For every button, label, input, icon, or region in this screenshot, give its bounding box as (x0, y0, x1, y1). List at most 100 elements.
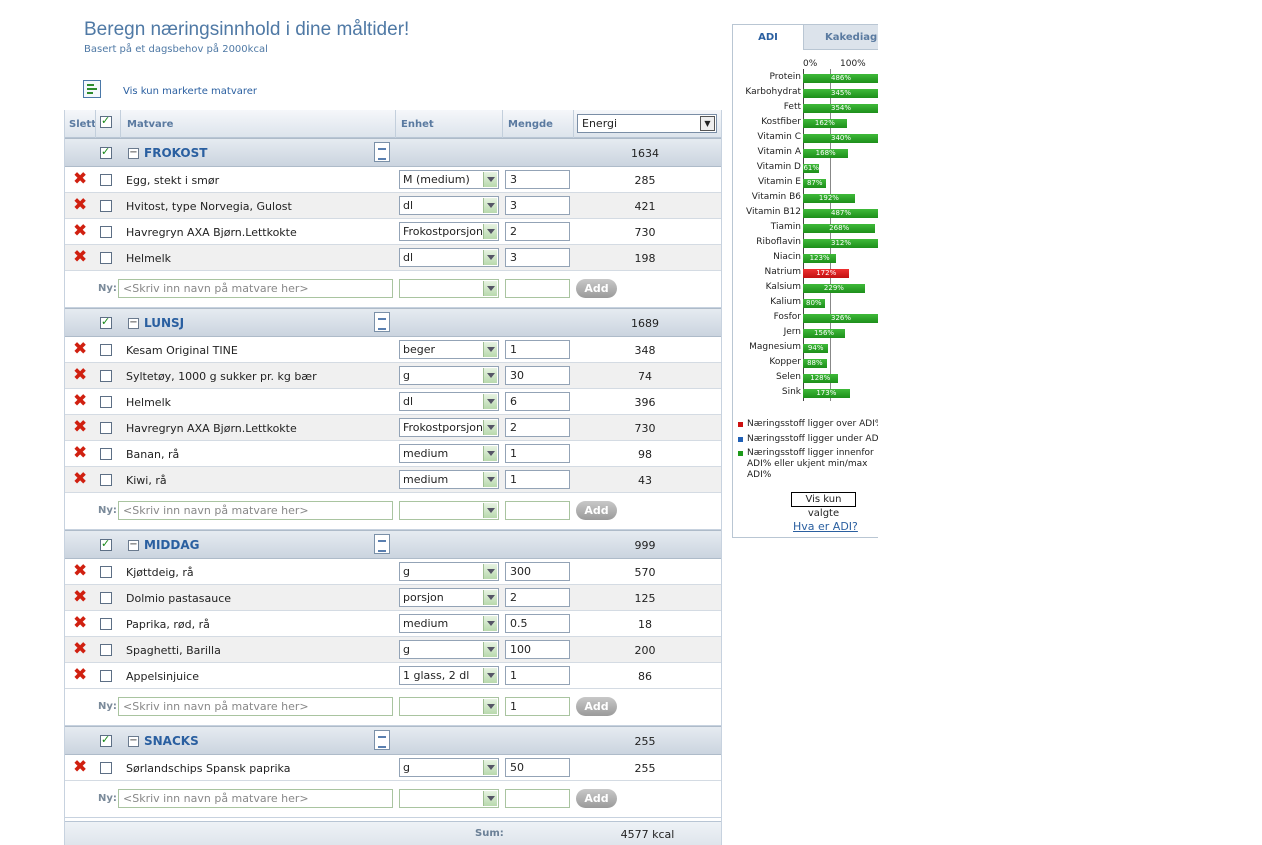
amount-input[interactable]: 50 (505, 758, 570, 777)
collapse-icon[interactable]: − (128, 317, 139, 329)
delete-icon[interactable]: ✖ (73, 469, 88, 489)
collapse-icon[interactable]: − (128, 539, 139, 551)
row-checkbox[interactable] (100, 226, 112, 238)
unit-select[interactable]: medium (399, 444, 499, 463)
unit-select[interactable]: g (399, 562, 499, 581)
new-amount-input[interactable]: 1 (505, 697, 570, 716)
amount-input[interactable]: 3 (505, 196, 570, 215)
new-unit-select[interactable] (399, 501, 499, 520)
new-unit-select[interactable] (399, 789, 499, 808)
amount-input[interactable]: 100 (505, 640, 570, 659)
amount-input[interactable]: 6 (505, 392, 570, 411)
show-marked-link[interactable]: Vis kun markerte matvarer (123, 86, 258, 97)
what-is-adi-link[interactable]: Hva er ADI? (793, 520, 858, 533)
unit-select[interactable]: dl (399, 392, 499, 411)
row-checkbox[interactable] (100, 762, 112, 774)
amount-input[interactable]: 1 (505, 470, 570, 489)
amount-input[interactable]: 2 (505, 588, 570, 607)
collapse-icon[interactable]: − (128, 147, 139, 159)
new-food-input[interactable]: <Skriv inn navn på matvare her> (118, 501, 393, 520)
unit-select[interactable]: g (399, 640, 499, 659)
delete-icon[interactable]: ✖ (73, 561, 88, 581)
new-food-input[interactable]: <Skriv inn navn på matvare her> (118, 697, 393, 716)
delete-icon[interactable]: ✖ (73, 639, 88, 659)
amount-input[interactable]: 0.5 (505, 614, 570, 633)
delete-icon[interactable]: ✖ (73, 339, 88, 359)
tab-kakediagram[interactable]: Kakediagram (825, 32, 878, 43)
list-filter-icon[interactable] (83, 80, 101, 98)
document-icon[interactable] (374, 534, 390, 554)
row-checkbox[interactable] (100, 644, 112, 656)
unit-select[interactable]: dl (399, 248, 499, 267)
new-amount-input[interactable] (505, 501, 570, 520)
tab-adi[interactable]: ADI (733, 25, 804, 50)
amount-input[interactable]: 2 (505, 222, 570, 241)
row-checkbox[interactable] (100, 618, 112, 630)
delete-icon[interactable]: ✖ (73, 757, 88, 777)
delete-icon[interactable]: ✖ (73, 221, 88, 241)
unit-select[interactable]: Frokostporsjon (399, 222, 499, 241)
add-button[interactable]: Add (576, 789, 617, 808)
meal-checkbox[interactable] (100, 733, 112, 747)
meal-checkbox[interactable] (100, 145, 112, 159)
add-button[interactable]: Add (576, 697, 617, 716)
row-checkbox[interactable] (100, 670, 112, 682)
delete-icon[interactable]: ✖ (73, 417, 88, 437)
new-amount-input[interactable] (505, 789, 570, 808)
unit-select[interactable]: M (medium) (399, 170, 499, 189)
amount-input[interactable]: 1 (505, 444, 570, 463)
add-button[interactable]: Add (576, 501, 617, 520)
unit-select[interactable]: medium (399, 614, 499, 633)
unit-select[interactable]: porsjon (399, 588, 499, 607)
unit-select[interactable]: g (399, 758, 499, 777)
unit-select[interactable]: beger (399, 340, 499, 359)
unit-select[interactable]: g (399, 366, 499, 385)
meal-checkbox[interactable] (100, 315, 112, 329)
document-icon[interactable] (374, 312, 390, 332)
delete-icon[interactable]: ✖ (73, 391, 88, 411)
unit-select[interactable]: 1 glass, 2 dl (399, 666, 499, 685)
delete-icon[interactable]: ✖ (73, 587, 88, 607)
row-checkbox[interactable] (100, 422, 112, 434)
amount-input[interactable]: 3 (505, 248, 570, 267)
row-checkbox[interactable] (100, 566, 112, 578)
amount-input[interactable]: 30 (505, 366, 570, 385)
new-unit-select[interactable] (399, 279, 499, 298)
select-all-checkbox[interactable] (100, 114, 112, 128)
show-selected-button[interactable]: Vis kun valgte (791, 492, 856, 519)
measure-select[interactable]: Energi ▼ (577, 114, 717, 133)
row-checkbox[interactable] (100, 448, 112, 460)
row-checkbox[interactable] (100, 370, 112, 382)
unit-select[interactable]: dl (399, 196, 499, 215)
delete-icon[interactable]: ✖ (73, 365, 88, 385)
document-icon[interactable] (374, 730, 390, 750)
row-checkbox[interactable] (100, 396, 112, 408)
new-food-input[interactable]: <Skriv inn navn på matvare her> (118, 279, 393, 298)
amount-input[interactable]: 2 (505, 418, 570, 437)
delete-icon[interactable]: ✖ (73, 665, 88, 685)
meal-checkbox[interactable] (100, 537, 112, 551)
amount-input[interactable]: 1 (505, 666, 570, 685)
unit-select[interactable]: Frokostporsjon (399, 418, 499, 437)
amount-input[interactable]: 300 (505, 562, 570, 581)
unit-select[interactable]: medium (399, 470, 499, 489)
amount-input[interactable]: 3 (505, 170, 570, 189)
row-checkbox[interactable] (100, 474, 112, 486)
row-checkbox[interactable] (100, 592, 112, 604)
delete-icon[interactable]: ✖ (73, 613, 88, 633)
row-checkbox[interactable] (100, 174, 112, 186)
delete-icon[interactable]: ✖ (73, 247, 88, 267)
row-checkbox[interactable] (100, 200, 112, 212)
collapse-icon[interactable]: − (128, 735, 139, 747)
delete-icon[interactable]: ✖ (73, 195, 88, 215)
row-checkbox[interactable] (100, 344, 112, 356)
amount-input[interactable]: 1 (505, 340, 570, 359)
new-amount-input[interactable] (505, 279, 570, 298)
delete-icon[interactable]: ✖ (73, 443, 88, 463)
new-unit-select[interactable] (399, 697, 499, 716)
add-button[interactable]: Add (576, 279, 617, 298)
row-checkbox[interactable] (100, 252, 112, 264)
document-icon[interactable] (374, 142, 390, 162)
new-food-input[interactable]: <Skriv inn navn på matvare her> (118, 789, 393, 808)
delete-icon[interactable]: ✖ (73, 169, 88, 189)
